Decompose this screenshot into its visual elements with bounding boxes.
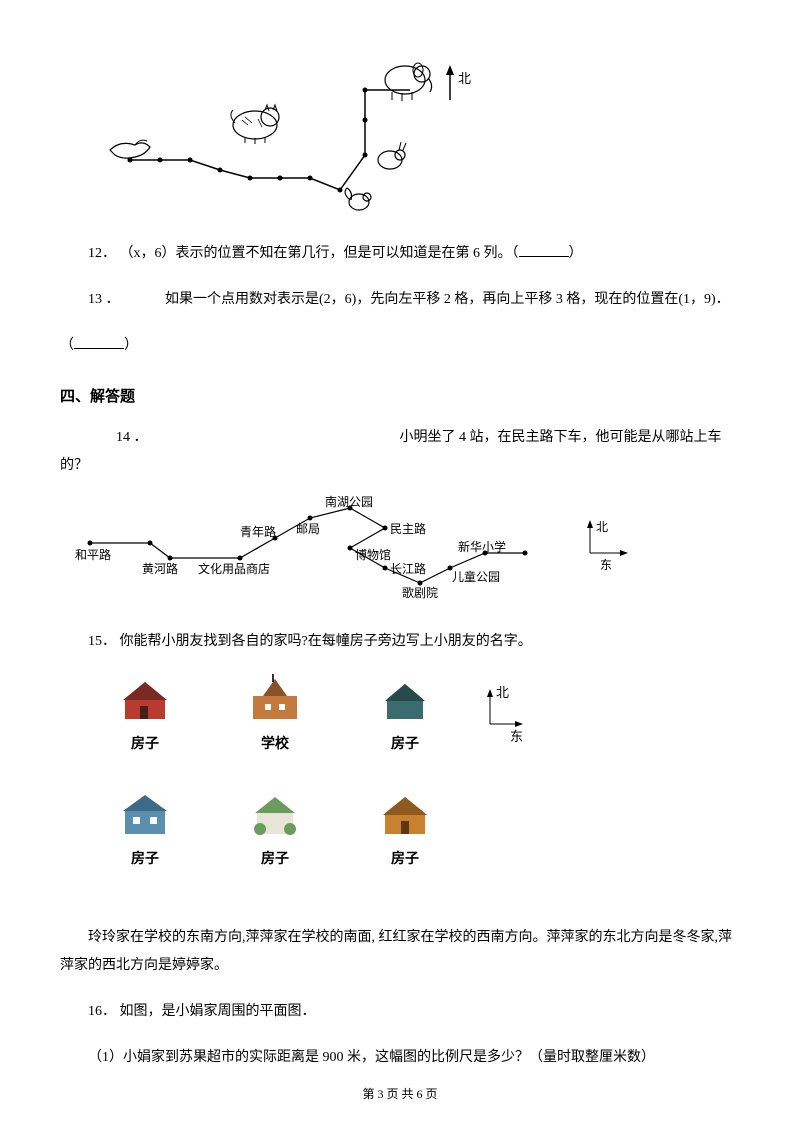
q12-blank[interactable] [519,243,569,257]
q14-number: 14 ． [88,424,396,452]
stop-minzhu: 民主路 [390,520,426,537]
question-13-cont: （） [60,332,740,360]
q15-number: 15． [88,634,116,649]
school: 学校 [230,674,320,753]
q13-after: ） [124,338,138,353]
compass-east-14: 东 [600,556,612,573]
bus-route-figure: 和平路 黄河路 文化用品商店 青年路 邮局 南湖公园 民主路 博物馆 长江路 歌… [80,498,740,608]
house-1: 房子 [100,674,190,753]
stop-huanghe: 黄河路 [142,560,178,577]
house-icon-3 [375,674,435,724]
q12-number: 12． [88,246,116,261]
stop-nanhu: 南湖公园 [325,493,373,510]
q13-text2: （ [60,338,74,353]
stop-ertong: 儿童公园 [452,568,500,585]
house-6-label: 房子 [360,848,450,868]
house-6: 房子 [360,789,450,868]
compass-east-15: 东 [510,726,523,745]
school-icon [245,674,305,724]
question-14: 14 ． 小明坐了 4 站，在民主路下车，他可能是从哪站上车的？ [60,424,740,480]
q13-blank[interactable] [74,335,124,349]
stop-qingnian: 青年路 [240,523,276,540]
house-icon-5 [245,789,305,839]
stop-youju: 邮局 [296,520,320,537]
compass-north-15: 北 [496,682,509,701]
q16-text: 如图，是小娟家周围的平面图． [120,1004,316,1019]
stop-wenhua: 文化用品商店 [198,560,270,577]
house-3: 房子 [360,674,450,753]
north-label: 北 [458,68,471,87]
stop-xinhua: 新华小学 [458,538,506,555]
house-4-label: 房子 [100,848,190,868]
house-icon-4 [115,789,175,839]
house-5: 房子 [230,789,320,868]
houses-figure: 房子 学校 房子 北 东 房子 房子 房子 [100,674,740,904]
question-15: 15． 你能帮小朋友找到各自的家吗?在每幢房子旁边写上小朋友的名字。 [60,628,740,656]
q16-number: 16． [88,1004,116,1019]
stop-changjiang: 长江路 [390,560,426,577]
house-4: 房子 [100,789,190,868]
house-5-label: 房子 [230,848,320,868]
stop-bowuguan: 博物馆 [355,546,391,563]
question-12: 12． （x，6）表示的位置不知在第几行，但是可以知道是在第 6 列。（ ） [60,240,740,268]
compass-15: 北 东 [470,684,530,743]
page-footer: 第 3 页 共 6 页 [0,1085,800,1102]
house-3-label: 房子 [360,733,450,753]
animal-map-svg [100,50,480,220]
house-1-label: 房子 [100,733,190,753]
q12-after: ） [569,246,583,261]
stop-heping: 和平路 [75,546,111,563]
compass-north-14: 北 [596,518,608,535]
question-16: 16． 如图，是小娟家周围的平面图． [60,998,740,1026]
animal-map-figure: 北 [100,50,740,220]
question-15-desc: 玲玲家在学校的东南方向,萍萍家在学校的南面, 红红家在学校的西南方向。萍萍家的东… [60,924,740,980]
school-label: 学校 [230,733,320,753]
house-icon-1 [115,674,175,724]
question-16-sub1: （1）小娟家到苏果超市的实际距离是 900 米，这幅图的比例尺是多少？（量时取整… [60,1044,740,1072]
stop-geju: 歌剧院 [402,584,438,601]
house-icon-6 [375,789,435,839]
question-13: 13 ． 如果一个点用数对表示是(2，6)，先向左平移 2 格，再向上平移 3 … [60,286,740,314]
q13-number: 13 ． [88,292,120,307]
q13-text1: 如果一个点用数对表示是(2，6)，先向左平移 2 格，再向上平移 3 格，现在的… [165,292,730,307]
q15-text: 你能帮小朋友找到各自的家吗?在每幢房子旁边写上小朋友的名字。 [120,634,532,649]
q12-text: （x，6）表示的位置不知在第几行，但是可以知道是在第 6 列。（ [120,246,519,261]
section-heading: 四、解答题 [60,385,740,406]
